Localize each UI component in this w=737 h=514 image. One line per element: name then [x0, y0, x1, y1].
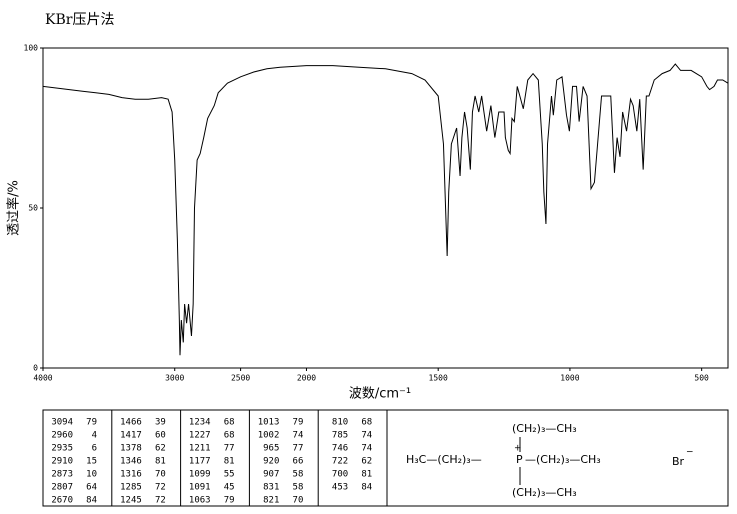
peak-wavenumber: 1013 [258, 418, 280, 428]
peak-transmittance: 84 [361, 483, 372, 493]
peak-transmittance: 58 [293, 483, 304, 493]
peak-wavenumber: 1002 [258, 431, 280, 441]
peak-transmittance: 70 [293, 496, 304, 506]
structure-center: P [516, 453, 523, 466]
peak-transmittance: 77 [293, 444, 304, 454]
peak-transmittance: 74 [361, 444, 372, 454]
structure-left: H₃C—(CH₂)₃— [406, 453, 482, 466]
structure-charge: + [514, 444, 522, 454]
y-axis-label: 透过率/% [6, 180, 22, 236]
peak-wavenumber: 3094 [51, 418, 73, 428]
x-axis-label: 波数/cm⁻¹ [349, 387, 411, 402]
structure-anion: Br [672, 455, 685, 468]
peak-wavenumber: 1091 [189, 483, 211, 493]
x-tick-label: 2500 [231, 374, 250, 383]
peak-wavenumber: 810 [332, 418, 348, 428]
x-tick-label: 4000 [33, 374, 52, 383]
peak-wavenumber: 965 [263, 444, 279, 454]
peak-transmittance: 68 [224, 431, 235, 441]
peak-wavenumber: 1234 [189, 418, 211, 428]
peak-transmittance: 84 [86, 496, 97, 506]
peak-wavenumber: 1245 [120, 496, 142, 506]
peak-transmittance: 81 [224, 457, 235, 467]
peak-wavenumber: 453 [332, 483, 348, 493]
peak-transmittance: 4 [92, 431, 97, 441]
peak-transmittance: 68 [361, 418, 372, 428]
spectrum-line [42, 63, 729, 356]
peak-wavenumber: 920 [263, 457, 279, 467]
peak-transmittance: 55 [224, 470, 235, 480]
peak-transmittance: 72 [155, 483, 166, 493]
peak-transmittance: 79 [293, 418, 304, 428]
peak-transmittance: 66 [293, 457, 304, 467]
peak-wavenumber: 1316 [120, 470, 142, 480]
peak-transmittance: 6 [92, 444, 97, 454]
peak-wavenumber: 2910 [51, 457, 73, 467]
peak-transmittance: 45 [224, 483, 235, 493]
peak-wavenumber: 1378 [120, 444, 142, 454]
peak-wavenumber: 785 [332, 431, 348, 441]
peak-wavenumber: 831 [263, 483, 279, 493]
peak-transmittance: 68 [224, 418, 235, 428]
peak-wavenumber: 2873 [51, 470, 73, 480]
peak-transmittance: 39 [155, 418, 166, 428]
x-tick-label: 1000 [560, 374, 579, 383]
peak-transmittance: 15 [86, 457, 97, 467]
peak-wavenumber: 2935 [51, 444, 73, 454]
peak-wavenumber: 821 [263, 496, 279, 506]
peak-transmittance: 64 [86, 483, 97, 493]
y-tick-label: 0 [33, 364, 38, 373]
peak-wavenumber: 1346 [120, 457, 142, 467]
peak-wavenumber: 2960 [51, 431, 73, 441]
peak-wavenumber: 1099 [189, 470, 211, 480]
peak-transmittance: 79 [86, 418, 97, 428]
x-tick-label: 500 [694, 374, 709, 383]
structure-top: (CH₂)₃—CH₃ [512, 422, 577, 435]
peak-transmittance: 81 [361, 470, 372, 480]
peak-wavenumber: 722 [332, 457, 348, 467]
peak-transmittance: 79 [224, 496, 235, 506]
peak-wavenumber: 746 [332, 444, 348, 454]
peak-wavenumber: 2807 [51, 483, 73, 493]
peak-wavenumber: 907 [263, 470, 279, 480]
peak-wavenumber: 1063 [189, 496, 211, 506]
peak-wavenumber: 1211 [189, 444, 211, 454]
peak-transmittance: 62 [361, 457, 372, 467]
peak-wavenumber: 1417 [120, 431, 142, 441]
peak-transmittance: 62 [155, 444, 166, 454]
x-tick-label: 3000 [165, 374, 184, 383]
structure: (CH₂)₃—CH₃ H₃C—(CH₂)₃— P + —(CH₂)₃—CH₃ (… [406, 422, 694, 499]
y-tick-label: 50 [28, 204, 38, 213]
y-tick-label: 100 [24, 44, 39, 53]
peak-wavenumber: 1177 [189, 457, 211, 467]
peak-transmittance: 72 [155, 496, 166, 506]
peak-wavenumber: 700 [332, 470, 348, 480]
peak-wavenumber: 1227 [189, 431, 211, 441]
peak-wavenumber: 2670 [51, 496, 73, 506]
table-frame [42, 409, 729, 507]
plot-frame [42, 47, 729, 369]
peak-wavenumber: 1285 [120, 483, 142, 493]
peak-transmittance: 81 [155, 457, 166, 467]
x-tick-label: 2000 [297, 374, 316, 383]
peak-transmittance: 74 [293, 431, 304, 441]
peak-transmittance: 70 [155, 470, 166, 480]
peak-transmittance: 77 [224, 444, 235, 454]
peak-transmittance: 58 [293, 470, 304, 480]
peak-transmittance: 60 [155, 431, 166, 441]
peak-transmittance: 10 [86, 470, 97, 480]
structure-bottom: (CH₂)₃—CH₃ [512, 486, 577, 499]
x-tick-label: 1500 [429, 374, 448, 383]
peak-transmittance: 74 [361, 431, 372, 441]
peak-wavenumber: 1466 [120, 418, 142, 428]
chart-title: KBr压片法 [45, 12, 114, 28]
structure-right: —(CH₂)₃—CH₃ [525, 453, 601, 466]
structure-anion-charge: − [686, 448, 694, 458]
